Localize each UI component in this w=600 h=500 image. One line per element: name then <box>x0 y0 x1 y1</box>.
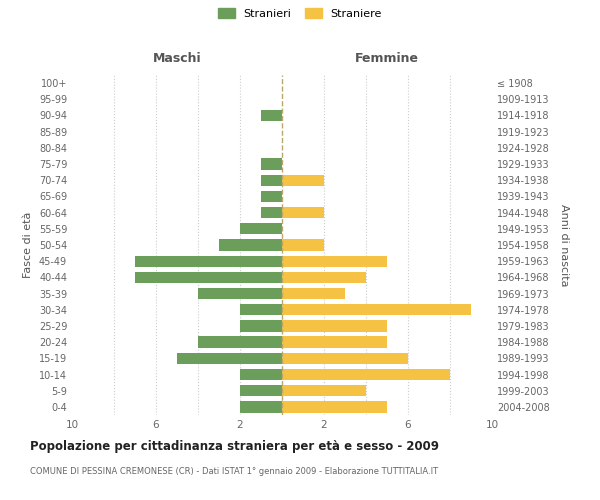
Text: Maschi: Maschi <box>152 52 202 66</box>
Bar <box>282 369 450 380</box>
Y-axis label: Fasce di età: Fasce di età <box>23 212 33 278</box>
Bar <box>198 336 282 348</box>
Bar <box>282 207 324 218</box>
Bar <box>219 240 282 250</box>
Bar <box>261 191 282 202</box>
Bar <box>240 320 282 332</box>
Bar <box>282 352 408 364</box>
Bar <box>261 110 282 121</box>
Bar <box>135 272 282 283</box>
Bar <box>282 240 324 250</box>
Bar <box>135 256 282 267</box>
Bar <box>177 352 282 364</box>
Text: COMUNE DI PESSINA CREMONESE (CR) - Dati ISTAT 1° gennaio 2009 - Elaborazione TUT: COMUNE DI PESSINA CREMONESE (CR) - Dati … <box>30 468 438 476</box>
Bar <box>282 336 387 348</box>
Bar <box>240 223 282 234</box>
Y-axis label: Anni di nascita: Anni di nascita <box>559 204 569 286</box>
Bar <box>282 304 471 316</box>
Bar <box>282 256 387 267</box>
Bar <box>282 272 366 283</box>
Bar <box>261 207 282 218</box>
Text: Femmine: Femmine <box>355 52 419 66</box>
Bar <box>282 320 387 332</box>
Bar <box>282 401 387 412</box>
Bar <box>240 385 282 396</box>
Bar <box>240 304 282 316</box>
Bar <box>261 174 282 186</box>
Bar <box>240 401 282 412</box>
Bar <box>282 288 345 299</box>
Bar <box>240 369 282 380</box>
Bar <box>198 288 282 299</box>
Text: Popolazione per cittadinanza straniera per età e sesso - 2009: Popolazione per cittadinanza straniera p… <box>30 440 439 453</box>
Bar <box>261 158 282 170</box>
Legend: Stranieri, Straniere: Stranieri, Straniere <box>216 6 384 21</box>
Bar <box>282 174 324 186</box>
Bar <box>282 385 366 396</box>
